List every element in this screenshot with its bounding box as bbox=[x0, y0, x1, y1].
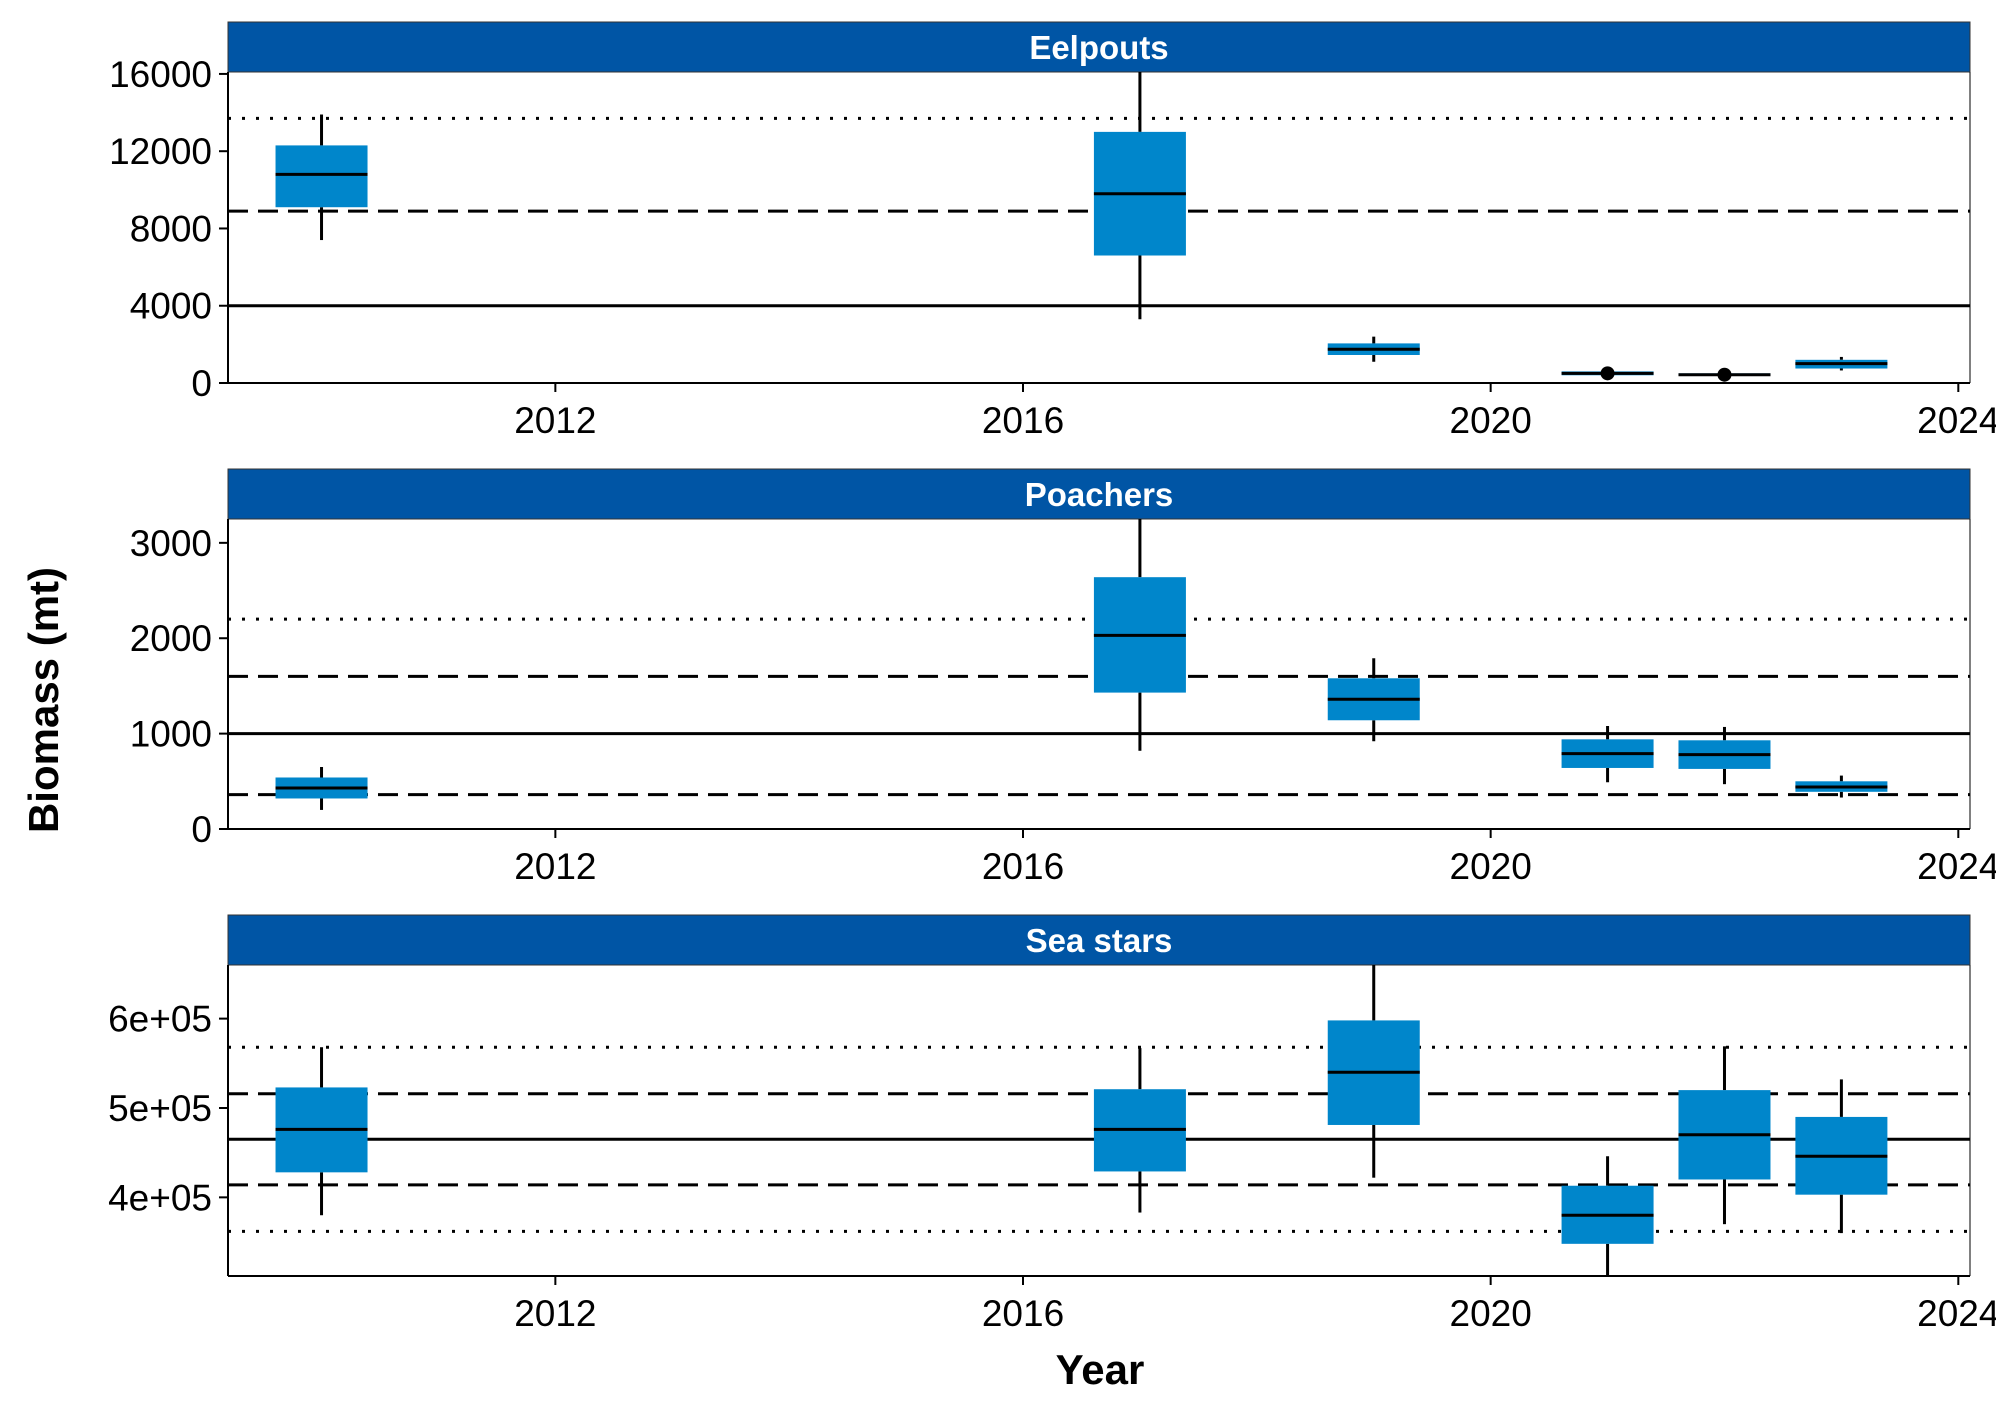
box-2010 bbox=[275, 114, 368, 241]
y-axis-title: Biomass (mt) bbox=[20, 567, 67, 833]
box-2010 bbox=[275, 767, 368, 810]
box-2017 bbox=[1093, 519, 1186, 751]
box-2022 bbox=[1678, 367, 1771, 382]
x-tick-label: 2012 bbox=[514, 846, 596, 887]
panel-plot-area bbox=[228, 965, 1970, 1276]
panel-plot-area bbox=[228, 72, 1970, 382]
x-tick-label: 2024 bbox=[1917, 846, 1996, 887]
x-tick-label: 2020 bbox=[1450, 846, 1532, 887]
y-tick-label: 8000 bbox=[130, 208, 212, 249]
box-2019 bbox=[1327, 336, 1420, 362]
y-tick-label: 3000 bbox=[130, 523, 212, 564]
panel-strip bbox=[227, 468, 1971, 520]
y-tick-label: 5e+05 bbox=[108, 1088, 212, 1129]
panel-strip bbox=[227, 914, 1971, 966]
box-2019 bbox=[1327, 658, 1420, 742]
box-2023 bbox=[1795, 356, 1888, 371]
x-tick-label: 2024 bbox=[1917, 400, 1996, 441]
y-tick-label: 12000 bbox=[109, 131, 212, 172]
y-tick-label: 6e+05 bbox=[108, 999, 212, 1040]
panel-title-poachers: Poachers bbox=[1025, 476, 1174, 513]
x-tick-label: 2012 bbox=[514, 1293, 596, 1334]
box-2017 bbox=[1093, 72, 1186, 320]
y-tick-label: 4000 bbox=[130, 286, 212, 327]
panel-strip bbox=[227, 21, 1971, 73]
box-2023 bbox=[1795, 775, 1888, 798]
chart-panels: Eelpouts 0 4000 8000 12000 16000 2012 2016 2020 2… bbox=[108, 21, 1996, 1334]
panel-title-eelpouts: Eelpouts bbox=[1029, 29, 1168, 66]
panel-eelpouts: Eelpouts 0 4000 8000 12000 16000 2012 2016 2020 2… bbox=[109, 21, 1996, 441]
x-tick-label: 2016 bbox=[982, 400, 1064, 441]
panel-poachers: Poachers 0 1000 2000 3000 2012 2016 2020 2024 bbox=[130, 468, 1996, 887]
y-tick-label: 1000 bbox=[130, 714, 212, 755]
x-tick-label: 2016 bbox=[982, 846, 1064, 887]
box-2022 bbox=[1678, 1046, 1771, 1225]
y-tick-label: 4e+05 bbox=[108, 1177, 212, 1218]
y-tick-label: 16000 bbox=[109, 54, 212, 95]
outlier-point bbox=[1600, 366, 1615, 381]
box-2010 bbox=[275, 1047, 368, 1216]
box-2022 bbox=[1678, 726, 1771, 785]
y-tick-label: 0 bbox=[191, 809, 212, 850]
panel-plot-area bbox=[228, 519, 1970, 810]
x-tick-label: 2016 bbox=[982, 1293, 1064, 1334]
x-tick-label: 2024 bbox=[1917, 1293, 1996, 1334]
panel-title-sea-stars: Sea stars bbox=[1026, 922, 1173, 959]
x-tick-label: 2012 bbox=[514, 400, 596, 441]
box-iqr bbox=[275, 145, 368, 208]
box-2023 bbox=[1795, 1079, 1888, 1234]
box-2021 bbox=[1561, 366, 1654, 381]
x-tick-label: 2020 bbox=[1450, 1293, 1532, 1334]
box-2021 bbox=[1561, 1156, 1654, 1276]
x-tick-label: 2020 bbox=[1450, 400, 1532, 441]
outlier-point bbox=[1717, 367, 1732, 382]
box-2019 bbox=[1327, 965, 1420, 1178]
box-2021 bbox=[1561, 725, 1654, 783]
y-tick-label: 0 bbox=[191, 363, 212, 404]
x-axis-title: Year bbox=[1056, 1346, 1145, 1393]
y-tick-label: 2000 bbox=[130, 618, 212, 659]
panel-sea-stars: Sea stars 4e+05 5e+05 6e+05 2012 2016 2020 2024 bbox=[108, 914, 1996, 1334]
box-2017 bbox=[1093, 1048, 1186, 1213]
